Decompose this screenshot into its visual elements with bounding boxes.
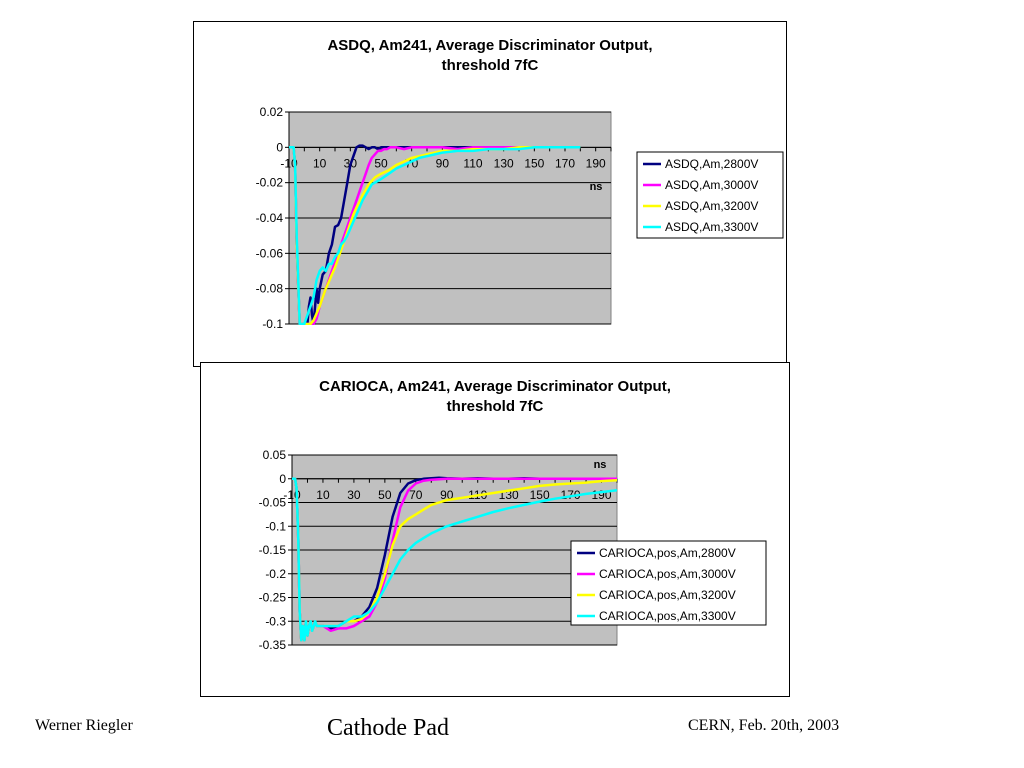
series-line: [292, 477, 617, 642]
legend-label: CARIOCA,pos,Am,3200V: [599, 588, 736, 602]
series-line: [289, 146, 581, 325]
y-tick-label: 0: [276, 140, 283, 154]
y-tick-label: -0.05: [259, 496, 287, 510]
x-tick-label: -10: [283, 488, 301, 502]
chart-title-line1: ASDQ, Am241, Average Discriminator Outpu…: [327, 37, 653, 54]
y-tick-label: -0.3: [265, 614, 286, 628]
x-tick-label: 50: [374, 156, 388, 170]
chart-title-carioca: CARIOCA, Am241, Average Discriminator Ou…: [201, 377, 789, 417]
y-tick-label: -0.2: [265, 567, 286, 581]
series-line: [289, 146, 581, 325]
chart-panel-carioca: CARIOCA, Am241, Average Discriminator Ou…: [200, 362, 790, 697]
x-tick-label: 10: [316, 488, 330, 502]
legend-box: [636, 151, 784, 239]
y-tick-label: 0: [279, 472, 286, 486]
x-axis-unit-label: ns: [590, 181, 603, 193]
chart-title-line2: threshold 7fC: [441, 57, 539, 74]
y-tick-label: -0.25: [259, 591, 287, 605]
chart-panel-asdq: ASDQ, Am241, Average Discriminator Outpu…: [193, 21, 787, 367]
y-tick-label: -0.08: [256, 282, 284, 296]
legend-label: CARIOCA,pos,Am,2800V: [599, 546, 736, 560]
y-tick-label: 0.02: [260, 105, 284, 119]
slide-title: Cathode Pad: [327, 715, 449, 741]
x-tick-label: 50: [378, 488, 392, 502]
x-tick-label: 150: [530, 488, 550, 502]
legend-label: CARIOCA,pos,Am,3000V: [599, 567, 736, 581]
legend-label: ASDQ,Am,3000V: [665, 178, 758, 192]
legend-label: ASDQ,Am,3300V: [665, 220, 758, 234]
y-tick-label: -0.02: [256, 176, 284, 190]
x-tick-label: 110: [463, 156, 482, 170]
x-tick-label: 130: [494, 156, 514, 170]
legend-label: CARIOCA,pos,Am,3300V: [599, 609, 736, 623]
legend-label: ASDQ,Am,3200V: [665, 199, 758, 213]
x-tick-label: 170: [555, 156, 575, 170]
x-tick-label: 90: [440, 488, 454, 502]
chart-title-line2: threshold 7fC: [446, 398, 544, 415]
x-tick-label: 190: [586, 156, 606, 170]
date-location: CERN, Feb. 20th, 2003: [688, 717, 840, 734]
carioca-chart: 0.05 0 -0.05 -0.1 -0.15 -0.2 -0.25 -0.3 -0.35 -10…: [259, 448, 767, 652]
x-tick-label: 90: [436, 156, 450, 170]
x-tick-label: 150: [524, 156, 544, 170]
y-tick-label: -0.15: [259, 543, 287, 557]
asdq-chart: 0.020-0.02-0.04-0.06-0.08-0.1-10 10 30 50 70…: [256, 105, 784, 331]
legend-box: [570, 540, 767, 626]
y-tick-label: -0.04: [256, 211, 284, 225]
y-tick-label: 0.05: [263, 448, 287, 462]
x-tick-label: 30: [347, 488, 361, 502]
y-tick-label: -0.06: [256, 246, 284, 260]
legend-label: ASDQ,Am,2800V: [665, 157, 758, 171]
author-name: Werner Riegler: [35, 717, 133, 734]
chart-title-asdq: ASDQ, Am241, Average Discriminator Outpu…: [194, 36, 786, 76]
y-tick-label: -0.1: [265, 519, 286, 533]
x-tick-label: 10: [313, 156, 327, 170]
x-tick-label: 190: [592, 488, 612, 502]
x-axis-unit-label: ns: [594, 459, 607, 471]
chart-title-line1: CARIOCA, Am241, Average Discriminator Ou…: [319, 378, 671, 395]
y-tick-label: -0.35: [259, 638, 287, 652]
x-tick-label: 70: [409, 488, 423, 502]
y-tick-label: -0.1: [262, 317, 283, 331]
